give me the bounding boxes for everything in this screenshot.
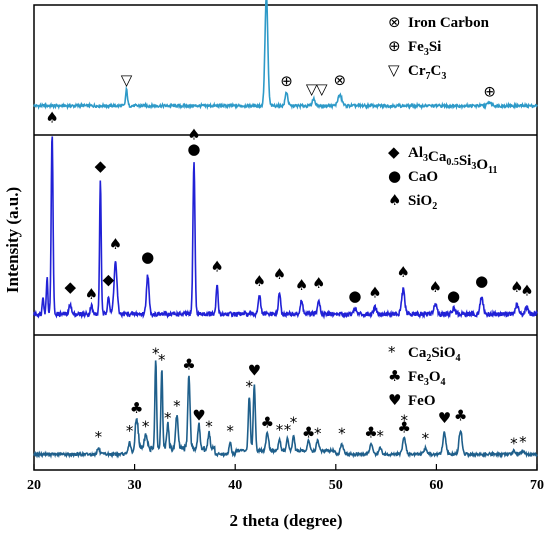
legend-label: Cr7C3 [408, 63, 446, 82]
x-axis: 20 30 40 50 60 70 [27, 464, 544, 493]
peak-marker: ● [348, 287, 361, 305]
peak-marker: * [95, 428, 103, 446]
legend-label: Fe3O4 [408, 369, 446, 388]
panel-top: ▽⊗⊕▽▽⊗⊕⊗Iron Carbon⊕Fe3Si▽Cr7C3 [33, 0, 538, 111]
legend-symbol: ● [388, 167, 401, 185]
peak-marker: * [142, 417, 150, 435]
legend-label: SiO2 [408, 193, 437, 212]
peak-marker: ♣ [454, 406, 467, 424]
peak-marker: ♣ [261, 414, 274, 432]
legend-symbol: ♥ [388, 391, 401, 409]
peak-marker: ◆ [95, 157, 107, 175]
peak-marker: * [422, 429, 430, 447]
peak-marker: ▽ [306, 80, 318, 98]
legend-symbol: ♣ [388, 367, 401, 385]
peak-marker: ▽ [121, 71, 133, 89]
peak-marker: ◆ [103, 270, 115, 288]
peak-marker: ♠ [187, 125, 200, 143]
peak-marker: * [290, 414, 298, 432]
legend-label: Al3Ca0.5Si3O11 [408, 145, 497, 176]
peak-marker: ⊗ [334, 71, 347, 89]
peak-marker: ♠ [85, 285, 98, 303]
x-tick-label: 40 [228, 478, 242, 493]
peak-marker: * [400, 411, 408, 429]
peak-marker: ♠ [429, 278, 442, 296]
legend-label: Ca2SiO4 [408, 345, 461, 364]
peak-marker: ♠ [45, 109, 58, 127]
x-axis-title: 2 theta (degree) [230, 511, 343, 530]
peak-marker: * [126, 422, 134, 440]
legend-label: Fe3Si [408, 39, 441, 58]
legend-label: FeO [408, 393, 436, 409]
peak-marker: ⊕ [483, 83, 496, 101]
x-tick-label: 50 [329, 478, 343, 493]
panels: ▽⊗⊕▽▽⊗⊕⊗Iron Carbon⊕Fe3Si▽Cr7C3♠◆♠◆◆♠●♠●… [33, 0, 538, 459]
legend-symbol: ♠ [388, 191, 401, 209]
peak-marker: * [519, 433, 527, 451]
x-tick-label: 70 [530, 478, 544, 493]
peak-marker: ♥ [192, 406, 205, 424]
peak-marker: ♣ [397, 419, 410, 437]
peak-marker: * [510, 434, 518, 452]
legend-symbol: * [388, 343, 396, 361]
peak-marker: ♣ [302, 423, 315, 441]
peak-marker: ● [447, 287, 460, 305]
peak-marker: ▽ [316, 80, 328, 98]
peak-marker: ● [141, 248, 154, 266]
peak-marker: ♥ [438, 409, 451, 427]
peak-marker: ♠ [312, 274, 325, 292]
plot-border [33, 4, 538, 471]
peak-marker: ♠ [368, 283, 381, 301]
peak-marker: * [226, 422, 234, 440]
legend-symbol: ⊕ [388, 37, 401, 55]
panel-middle: ♠◆ ♠◆◆♠●♠●♠♠ ♠♠ ♠● ♠♠♠●● ♠♠◆ Al3Ca0.5Si3O11● Ca… [33, 109, 538, 320]
peak-marker: ♠ [253, 272, 266, 290]
peak-marker: * [205, 417, 213, 435]
x-tick-label: 60 [429, 478, 443, 493]
xrd-pattern-line [33, 360, 538, 459]
peak-marker: ♣ [130, 399, 143, 417]
peak-marker: ♠ [510, 278, 523, 296]
legend-label: Iron Carbon [408, 15, 490, 31]
peak-marker: ⊕ [280, 72, 293, 90]
peak-marker: ♠ [273, 265, 286, 283]
peak-marker: ● [475, 272, 488, 290]
panel-bottom: * *♣*****♣♥* **♥♣ * **♣* * ♣**♣*♥ ♣* ** Ca2SiO4♣ F… [33, 343, 538, 459]
y-axis-title: Intensity (a.u.) [3, 187, 22, 293]
legend-symbol: ◆ [388, 143, 400, 161]
peak-marker: * [164, 409, 172, 427]
peak-marker: ● [187, 140, 200, 158]
peak-marker: * [158, 351, 166, 369]
x-tick-label: 20 [27, 478, 41, 493]
legend-label: CaO [408, 169, 438, 185]
peak-marker: * [152, 345, 160, 363]
peak-marker: ♥ [248, 362, 261, 380]
xrd-pattern-line [33, 136, 538, 320]
peak-marker: * [173, 397, 181, 415]
xrd-pattern-line [33, 0, 538, 111]
peak-marker: * [276, 421, 284, 439]
peak-marker: * [338, 425, 346, 443]
peak-marker: ◆ [64, 278, 76, 296]
plot-frame [33, 4, 538, 471]
peak-marker: ♣ [364, 423, 377, 441]
peak-marker: ♠ [396, 263, 409, 281]
peak-marker: ♠ [109, 235, 122, 253]
peak-marker: ♣ [182, 356, 195, 374]
peak-marker: * [314, 425, 322, 443]
peak-marker: * [376, 427, 384, 445]
peak-marker: ♠ [210, 257, 223, 275]
peak-marker: ♠ [295, 276, 308, 294]
x-tick-label: 30 [128, 478, 142, 493]
peak-marker: * [246, 377, 254, 395]
legend-symbol: ▽ [388, 61, 400, 79]
peak-marker: ♠ [520, 282, 533, 300]
peak-marker: * [284, 421, 292, 439]
legend-symbol: ⊗ [388, 13, 401, 31]
